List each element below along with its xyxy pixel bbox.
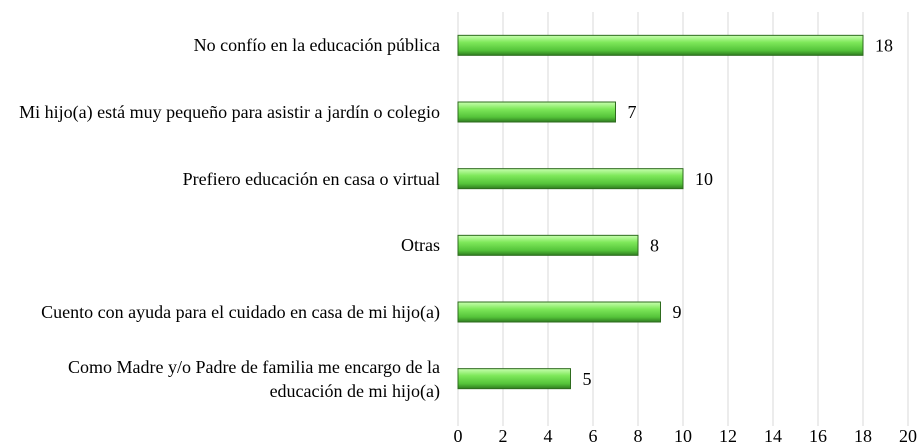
- y-tick-label: Prefiero educación en casa o virtual: [182, 168, 440, 189]
- x-tick-label: 0: [454, 426, 463, 446]
- bar: [457, 368, 571, 390]
- value-label: 9: [673, 302, 682, 322]
- x-tick-label: 12: [719, 426, 737, 446]
- x-tick-label: 4: [544, 426, 553, 446]
- value-label: 8: [650, 235, 659, 255]
- x-tick-label: 2: [499, 426, 508, 446]
- y-tick-label: Cuento con ayuda para el cuidado en casa…: [41, 302, 440, 322]
- value-label: 5: [583, 369, 592, 389]
- x-tick-label: 10: [674, 426, 692, 446]
- value-label: 18: [875, 35, 893, 55]
- bar: [457, 301, 661, 323]
- y-tick-label: Otras: [401, 235, 440, 256]
- bar: [457, 34, 864, 56]
- x-tick-label: 8: [634, 426, 643, 446]
- x-tick-label: 18: [854, 426, 872, 446]
- y-tick-label: No confío en la educación pública: [193, 35, 440, 56]
- x-tick-label: 16: [809, 426, 827, 446]
- y-tick-label: Como Madre y/o Padre de familia me encar…: [67, 356, 440, 401]
- x-tick-label: 14: [764, 426, 782, 446]
- bar: [457, 101, 616, 123]
- x-tick-label: 6: [589, 426, 598, 446]
- bar: [457, 234, 639, 256]
- y-tick-label: Mi hijo(a) está muy pequeño para asistir…: [19, 102, 440, 122]
- value-label: 7: [628, 102, 637, 122]
- x-tick-label: 20: [899, 426, 917, 446]
- value-label: 10: [695, 169, 713, 189]
- bar: [457, 168, 684, 190]
